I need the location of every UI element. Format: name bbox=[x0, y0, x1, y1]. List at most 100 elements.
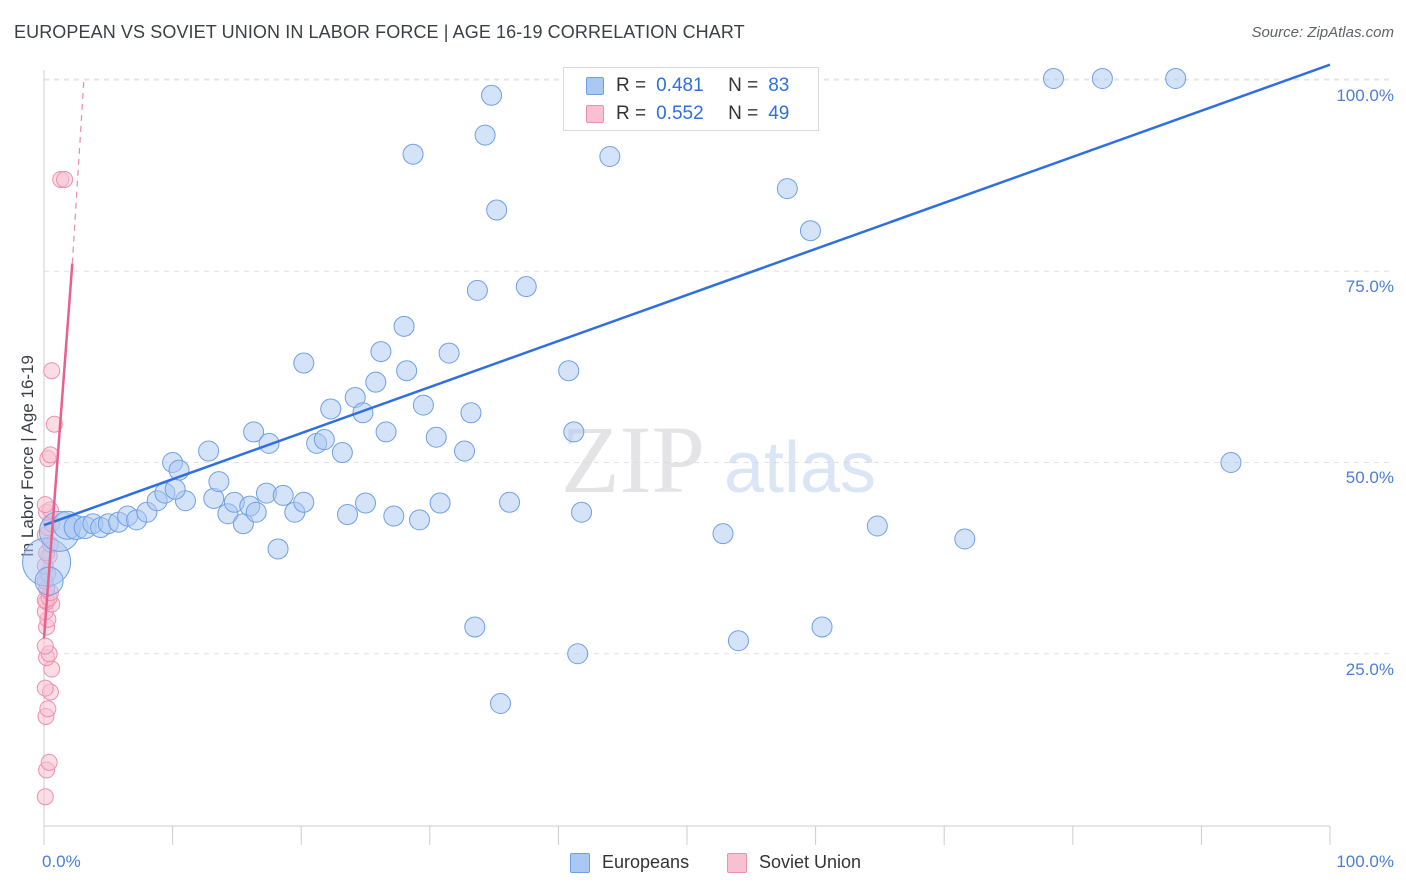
point-europeans bbox=[558, 360, 580, 382]
point-europeans bbox=[499, 491, 521, 513]
point-soviet-union bbox=[56, 170, 74, 188]
trend-line-soviet-union-extension bbox=[71, 79, 85, 264]
point-soviet-union bbox=[39, 700, 57, 718]
point-soviet-union bbox=[36, 679, 54, 697]
source-label: Source: ZipAtlas.com bbox=[1251, 24, 1394, 41]
legend-n-label: N = bbox=[728, 75, 759, 96]
point-europeans bbox=[393, 315, 415, 337]
point-europeans bbox=[425, 426, 447, 448]
point-soviet-union bbox=[43, 362, 61, 380]
legend-swatch-europeans bbox=[586, 77, 604, 95]
gridlines bbox=[44, 78, 1392, 655]
point-europeans bbox=[243, 421, 265, 443]
point-europeans bbox=[164, 478, 186, 500]
point-soviet-union bbox=[36, 496, 54, 514]
series-europeans bbox=[22, 67, 1242, 714]
point-europeans bbox=[375, 421, 397, 443]
point-europeans bbox=[811, 616, 833, 638]
point-europeans bbox=[1220, 452, 1242, 473]
point-europeans bbox=[571, 501, 593, 523]
point-europeans bbox=[198, 440, 220, 462]
legend-r-europeans: 0.481 bbox=[656, 75, 704, 96]
point-europeans bbox=[336, 504, 358, 526]
point-soviet-union bbox=[36, 637, 54, 655]
point-europeans bbox=[320, 398, 342, 420]
point-europeans bbox=[474, 124, 496, 146]
point-europeans bbox=[486, 199, 508, 221]
x-tick-max: 100.0% bbox=[1336, 852, 1394, 871]
point-europeans bbox=[293, 352, 315, 374]
y-tick-25: 25.0% bbox=[1345, 660, 1394, 679]
bottom-legend-swatch-europeans bbox=[570, 852, 590, 873]
point-soviet-union bbox=[36, 788, 54, 806]
point-soviet-union bbox=[41, 446, 59, 464]
legend-n-europeans: 83 bbox=[768, 75, 790, 96]
bottom-legend-soviet: Soviet Union bbox=[727, 852, 861, 873]
point-europeans bbox=[370, 341, 392, 363]
bottom-legend-label-europeans: Europeans bbox=[602, 852, 690, 872]
point-europeans bbox=[567, 643, 589, 665]
legend-row-europeans: R = 0.481 N = 83 bbox=[586, 72, 789, 100]
bottom-legend-label-soviet: Soviet Union bbox=[759, 852, 862, 872]
point-europeans bbox=[954, 528, 976, 550]
trend-line-europeans bbox=[43, 63, 1331, 527]
legend-r-label: R = bbox=[616, 75, 647, 96]
point-europeans bbox=[1165, 67, 1187, 89]
point-europeans bbox=[454, 440, 476, 462]
chart-title: EUROPEAN VS SOVIET UNION IN LABOR FORCE … bbox=[14, 22, 745, 42]
point-europeans bbox=[712, 523, 734, 545]
bottom-legend-europeans: Europeans bbox=[570, 852, 689, 873]
x-tick-min: 0.0% bbox=[42, 852, 81, 871]
point-europeans bbox=[409, 509, 431, 531]
point-europeans bbox=[352, 402, 374, 424]
point-europeans bbox=[402, 143, 424, 165]
point-europeans bbox=[396, 360, 418, 382]
point-europeans bbox=[267, 538, 289, 560]
trend-lines bbox=[42, 63, 1331, 639]
point-europeans bbox=[272, 484, 294, 506]
point-soviet-union bbox=[45, 415, 63, 433]
legend-n-soviet: 49 bbox=[768, 103, 790, 124]
point-europeans bbox=[599, 146, 621, 167]
point-europeans bbox=[481, 84, 503, 106]
legend-swatch-soviet bbox=[586, 105, 604, 123]
point-europeans bbox=[727, 630, 749, 652]
point-europeans bbox=[429, 492, 451, 514]
point-europeans bbox=[355, 492, 376, 514]
y-tick-50: 50.0% bbox=[1345, 468, 1394, 487]
legend: R = 0.481 N = 83 R = 0.552 N = 49 bbox=[563, 67, 819, 131]
point-europeans bbox=[460, 402, 482, 424]
legend-r-label: R = bbox=[616, 103, 647, 124]
point-soviet-union bbox=[40, 753, 58, 771]
y-tick-100: 100.0% bbox=[1336, 86, 1394, 105]
point-europeans bbox=[331, 442, 353, 464]
point-europeans bbox=[776, 178, 798, 200]
point-europeans bbox=[383, 505, 405, 527]
point-europeans bbox=[365, 371, 387, 393]
point-europeans bbox=[866, 515, 888, 537]
point-europeans bbox=[245, 501, 267, 523]
point-europeans bbox=[438, 342, 460, 364]
point-europeans bbox=[313, 429, 335, 451]
point-europeans bbox=[464, 616, 486, 638]
watermark-atlas: atlas bbox=[724, 428, 876, 508]
point-europeans bbox=[515, 276, 537, 298]
point-europeans bbox=[490, 692, 512, 714]
point-europeans bbox=[563, 421, 585, 443]
legend-n-label: N = bbox=[728, 103, 759, 124]
point-europeans bbox=[799, 220, 821, 242]
y-tick-75: 75.0% bbox=[1345, 277, 1394, 296]
legend-r-soviet: 0.552 bbox=[656, 103, 704, 124]
legend-row-soviet: R = 0.552 N = 49 bbox=[586, 100, 789, 128]
point-europeans bbox=[466, 279, 488, 301]
point-europeans bbox=[208, 471, 230, 493]
bottom-legend-swatch-soviet bbox=[727, 852, 747, 873]
watermark-zip: ZIP bbox=[561, 406, 705, 513]
point-europeans bbox=[1043, 67, 1065, 89]
watermark: ZIP atlas bbox=[561, 406, 876, 513]
trend-line-soviet-union bbox=[42, 263, 74, 639]
point-europeans bbox=[293, 491, 315, 513]
point-europeans bbox=[412, 394, 434, 416]
point-europeans bbox=[1091, 67, 1113, 89]
